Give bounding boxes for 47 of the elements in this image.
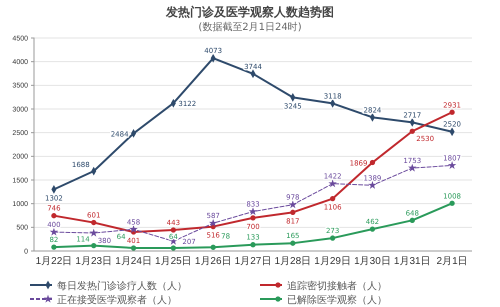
x-tick-label: 1月26日 — [194, 256, 232, 267]
point — [410, 218, 415, 223]
point — [248, 207, 258, 216]
point — [290, 210, 296, 215]
chart-title: 发热门诊及医学观察人数趋势图 — [165, 5, 334, 19]
point — [130, 245, 136, 251]
point — [290, 240, 296, 246]
x-tick-label: 1月28日 — [274, 256, 312, 267]
point — [370, 226, 376, 232]
point — [90, 228, 98, 237]
legend-label: 已解除医学观察（人） — [287, 294, 387, 306]
legend-label: 每日发热门诊诊疗人数（人） — [57, 280, 187, 292]
point — [370, 160, 376, 166]
x-tick-label: 1月31日 — [394, 256, 431, 267]
x-tick-label: 1月24日 — [115, 256, 152, 267]
point — [208, 218, 218, 227]
point — [448, 161, 456, 170]
x-tick-label: 1月29日 — [314, 256, 351, 267]
x-tick-label: 1月22日 — [36, 256, 72, 267]
point — [91, 220, 96, 226]
point — [51, 244, 57, 250]
x-tick-label: 1月30日 — [354, 256, 391, 267]
chart-subtitle: (数据截至2月1日24时) — [198, 21, 302, 33]
point — [330, 196, 336, 202]
point — [250, 215, 256, 221]
point — [449, 200, 455, 206]
point — [170, 245, 176, 251]
x-tick-label: 1月25日 — [155, 256, 192, 267]
legend-label: 追踪密切接触者（人） — [287, 280, 387, 292]
point — [170, 227, 176, 233]
point — [250, 242, 256, 248]
point — [288, 200, 298, 208]
point — [368, 180, 377, 189]
legend-label: 正在接受医学观察者（人） — [57, 294, 177, 306]
point — [129, 224, 138, 233]
point — [410, 128, 415, 134]
point — [328, 179, 337, 188]
point — [51, 213, 57, 218]
point — [210, 244, 216, 250]
point — [449, 110, 455, 115]
x-tick-label: 1月27日 — [234, 256, 272, 267]
point — [91, 242, 96, 248]
x-tick-label: 2月1日 — [436, 256, 468, 267]
point — [50, 228, 58, 236]
point — [330, 235, 336, 241]
x-tick-label: 1月23日 — [75, 256, 112, 267]
point — [408, 164, 416, 172]
